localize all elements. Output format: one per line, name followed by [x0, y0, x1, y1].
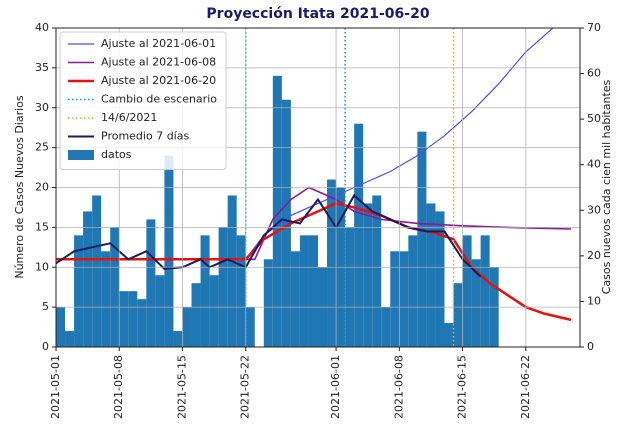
y2-tick-label: 60: [587, 67, 601, 80]
bar: [128, 291, 138, 347]
legend-label: Ajuste al 2021-06-20: [101, 74, 216, 87]
bar: [245, 307, 255, 347]
bar: [390, 251, 400, 347]
bar: [110, 227, 120, 347]
bar: [281, 99, 291, 347]
y-tick-label: 10: [35, 260, 49, 273]
bar: [444, 323, 454, 347]
y-tick-label: 30: [35, 101, 49, 114]
y-tick-label: 35: [35, 61, 49, 74]
legend-label: Cambio de escenario: [101, 93, 217, 106]
bar: [453, 283, 463, 347]
bar: [164, 155, 174, 347]
x-tick-label: 2021-06-15: [456, 355, 469, 419]
bar: [381, 307, 391, 347]
legend-box: [59, 31, 227, 170]
x-tick-label: 2021-05-22: [239, 355, 252, 419]
legend-label: Promedio 7 días: [101, 130, 189, 143]
y-tick-label: 15: [35, 220, 49, 233]
bar: [65, 331, 75, 347]
bar: [426, 203, 436, 347]
bar: [227, 195, 237, 347]
bar: [173, 331, 183, 347]
x-tick-label: 2021-06-08: [392, 355, 405, 419]
x-tick-label: 2021-06-01: [329, 355, 342, 419]
bar: [146, 219, 156, 347]
bar: [354, 123, 364, 347]
bar: [83, 211, 93, 347]
y-axis-label: Número de Casos Nuevos Diarios: [13, 95, 26, 279]
legend-label: 14/6/2021: [101, 111, 157, 124]
bar: [209, 275, 219, 347]
bar: [327, 179, 337, 347]
bar: [191, 283, 201, 347]
y-tick-label: 5: [42, 300, 49, 313]
bar: [155, 275, 165, 347]
y-tick-label: 0: [42, 340, 49, 353]
x-tick-label: 2021-06-22: [519, 355, 532, 419]
bar: [272, 75, 282, 347]
bar: [399, 251, 409, 347]
bar: [299, 235, 309, 347]
chart-title: Proyección Itata 2021-06-20: [206, 6, 429, 22]
x-tick-label: 2021-05-15: [175, 355, 188, 419]
x-tick-label: 2021-05-01: [49, 355, 62, 419]
legend-label: datos: [101, 148, 132, 161]
bar: [363, 203, 373, 347]
x-tick-label: 2021-05-08: [112, 355, 125, 419]
plot-frame: [55, 27, 581, 348]
y-tick-label: 40: [35, 21, 49, 34]
bar: [182, 307, 192, 347]
bar: [345, 227, 355, 347]
y2-tick-label: 10: [587, 294, 601, 307]
y2-axis-label: Casos nuevos cada cien mil habitantes: [600, 79, 613, 294]
bar: [290, 251, 300, 347]
bar: [435, 211, 445, 347]
bar: [92, 195, 102, 347]
legend-swatch: [68, 150, 94, 160]
legend-label: Ajuste al 2021-06-08: [101, 56, 216, 69]
y2-tick-label: 70: [587, 21, 601, 34]
y-tick-label: 25: [35, 141, 49, 154]
bar: [462, 235, 472, 347]
bar: [101, 251, 111, 347]
y2-tick-label: 20: [587, 249, 601, 262]
bar: [263, 259, 273, 347]
bar: [56, 307, 66, 347]
bar: [408, 235, 418, 347]
legend-label: Ajuste al 2021-06-01: [101, 37, 216, 50]
bar: [372, 195, 382, 347]
bar: [308, 235, 318, 347]
y2-tick-label: 50: [587, 112, 601, 125]
bar: [119, 291, 129, 347]
y2-tick-label: 30: [587, 203, 601, 216]
bar: [200, 235, 210, 347]
y2-tick-label: 0: [587, 340, 594, 353]
bar: [137, 299, 147, 347]
bar: [218, 227, 228, 347]
bar: [417, 131, 427, 347]
y-tick-label: 20: [35, 181, 49, 194]
y2-tick-label: 40: [587, 158, 601, 171]
bar: [236, 235, 246, 347]
bar: [74, 235, 84, 347]
bar: [471, 259, 481, 347]
bar: [480, 235, 490, 347]
